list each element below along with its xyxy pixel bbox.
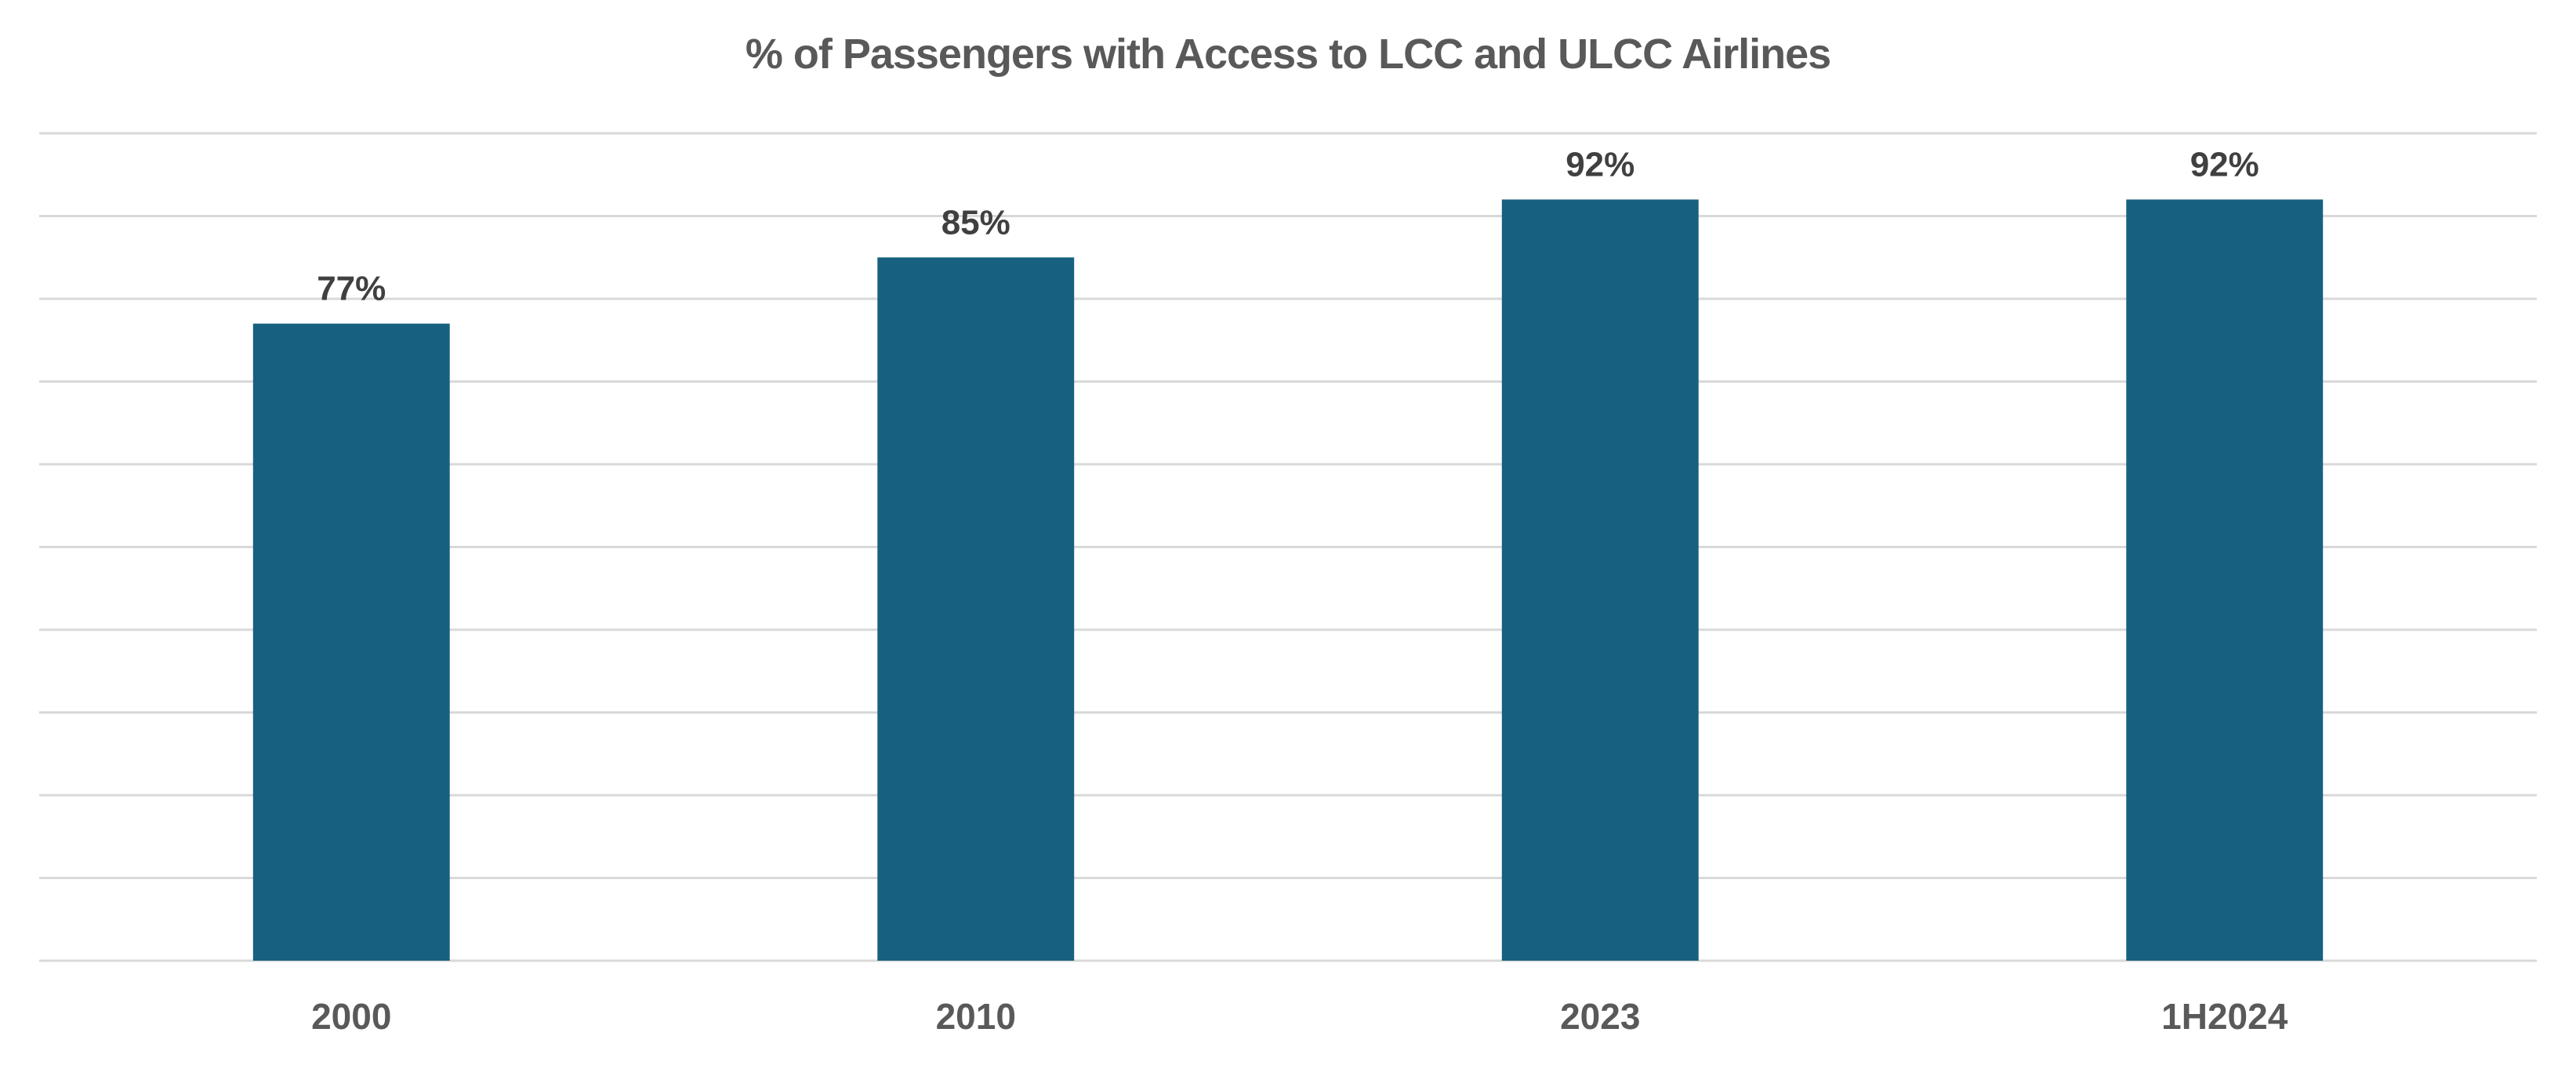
bar-1H2024 bbox=[2126, 199, 2324, 961]
bar-2010 bbox=[877, 257, 1075, 961]
data-label: 85% bbox=[942, 203, 1010, 242]
bar-2023 bbox=[1501, 199, 1699, 961]
bar-2000 bbox=[252, 323, 450, 961]
chart-title: % of Passengers with Access to LCC and U… bbox=[745, 31, 1831, 78]
x-tick-label: 2000 bbox=[311, 996, 391, 1037]
data-label: 92% bbox=[1566, 145, 1634, 184]
data-label: 77% bbox=[317, 270, 386, 308]
x-tick-label: 1H2024 bbox=[2161, 996, 2288, 1037]
x-tick-label: 2023 bbox=[1560, 996, 1640, 1037]
x-tick-label: 2010 bbox=[936, 996, 1016, 1037]
data-label: 92% bbox=[2190, 145, 2259, 184]
